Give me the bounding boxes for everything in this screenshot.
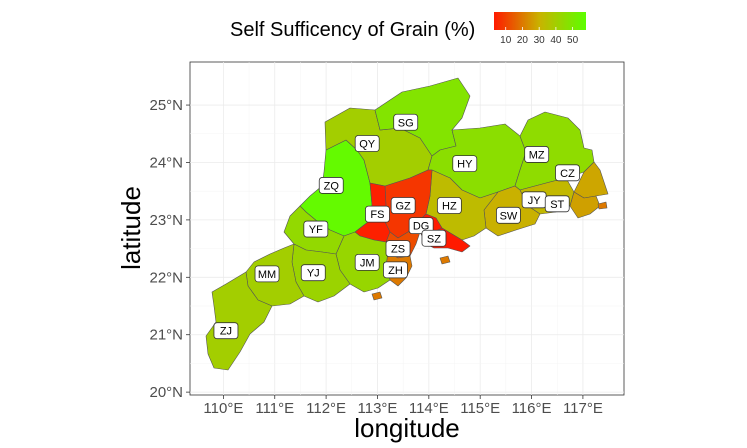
label-text: ST	[550, 199, 564, 211]
label-box	[303, 220, 329, 238]
y-tick-label: 24°N	[149, 154, 183, 171]
x-tick-label: 110°E	[203, 400, 243, 417]
y-tick-label: 23°N	[149, 212, 183, 229]
label-text: DG	[413, 221, 430, 233]
label-text: HY	[457, 159, 473, 171]
label-box	[555, 164, 580, 182]
x-tick-label: 112°E	[306, 400, 346, 417]
label-text: ZH	[388, 265, 403, 277]
label-box	[300, 264, 326, 282]
label-text: YJ	[307, 268, 320, 280]
y-axis-ticks: 20°N 21°N 22°N 23°N 24°N 25°N	[149, 97, 190, 401]
label-text: SZ	[427, 233, 441, 245]
x-axis-title: longitude	[354, 413, 460, 443]
y-tick-label: 20°N	[149, 384, 183, 401]
label-box	[544, 195, 570, 213]
region-label-SZ: SZ	[421, 229, 447, 247]
region-label-YJ: YJ	[300, 264, 326, 282]
label-text: FS	[370, 209, 384, 221]
y-tick-label: 22°N	[149, 269, 183, 286]
region-label-FS: FS	[365, 205, 390, 223]
x-tick-label: 113°E	[358, 400, 398, 417]
region-label-DG: DG	[408, 217, 434, 235]
region-label-JY: JY	[521, 191, 547, 209]
label-box	[213, 322, 239, 340]
region-label-ZJ: ZJ	[213, 322, 239, 340]
region-ST	[569, 191, 601, 219]
label-box	[354, 253, 380, 271]
region-label-YF: YF	[303, 220, 329, 238]
label-box	[421, 229, 447, 247]
label-box	[408, 217, 434, 235]
label-text: ZJ	[220, 326, 232, 338]
label-text: CZ	[560, 168, 575, 180]
label-box	[318, 177, 344, 194]
legend-ticks: 10 20 30 40 50	[500, 27, 579, 46]
region-label-CZ: CZ	[555, 164, 580, 182]
region-label-HY: HY	[452, 155, 478, 173]
label-box	[524, 146, 550, 163]
region-label-ST: ST	[544, 195, 570, 213]
legend-tick-label: 10	[500, 35, 512, 46]
label-text: JY	[528, 195, 542, 207]
y-axis-title: latitude	[116, 186, 146, 270]
legend-tick-label: 20	[517, 35, 529, 46]
label-text: QY	[359, 139, 376, 151]
y-tick-label: 25°N	[149, 97, 183, 114]
legend-tick-label: 30	[534, 35, 546, 46]
region-label-ZH: ZH	[383, 261, 408, 279]
label-text: GZ	[396, 201, 412, 213]
label-box	[385, 240, 411, 257]
x-tick-label: 117°E	[563, 400, 603, 417]
label-box	[390, 197, 416, 214]
x-tick-label: 114°E	[409, 400, 449, 417]
label-text: SW	[500, 210, 518, 222]
island-shangchuan	[371, 291, 383, 301]
label-text: ZS	[391, 244, 405, 256]
region-ZJ	[205, 271, 273, 371]
label-box	[254, 265, 280, 283]
region-label-SW: SW	[496, 206, 521, 224]
label-text: MM	[258, 269, 276, 281]
label-box	[383, 261, 408, 279]
region-label-QY: QY	[354, 135, 380, 152]
legend-colorbar	[494, 12, 586, 30]
region-label-HZ: HZ	[436, 197, 462, 214]
x-tick-label: 111°E	[255, 400, 294, 417]
label-box	[436, 197, 462, 214]
label-box	[354, 135, 380, 152]
label-text: MZ	[529, 149, 545, 161]
region-label-MZ: MZ	[524, 146, 550, 163]
region-label-SG: SG	[393, 113, 419, 131]
label-text: SG	[398, 117, 414, 129]
legend-tick-label: 40	[550, 35, 562, 46]
region-label-MM: MM	[254, 265, 280, 283]
label-box	[452, 155, 478, 173]
island-nanao	[597, 201, 608, 210]
label-text: HZ	[442, 201, 457, 213]
legend-title: Self Sufficency of Grain (%)	[230, 19, 475, 41]
label-text: ZQ	[324, 180, 340, 192]
y-tick-label: 21°N	[149, 327, 183, 344]
label-box	[365, 205, 390, 223]
region-label-JM: JM	[354, 253, 380, 271]
region-label-ZS: ZS	[385, 240, 411, 257]
island-lantau	[439, 255, 451, 265]
legend-tick-label: 50	[567, 35, 579, 46]
x-tick-label: 116°E	[512, 400, 552, 417]
label-box	[496, 206, 521, 224]
label-box	[393, 113, 419, 131]
label-text: JM	[360, 257, 375, 269]
label-text: YF	[309, 224, 323, 236]
region-label-ZQ: ZQ	[318, 177, 344, 194]
x-axis-ticks: 110°E 111°E 112°E 113°E 114°E 115°E 116°E 117°E	[203, 395, 603, 417]
x-tick-label: 115°E	[460, 400, 500, 417]
region-label-GZ: GZ	[390, 197, 416, 214]
